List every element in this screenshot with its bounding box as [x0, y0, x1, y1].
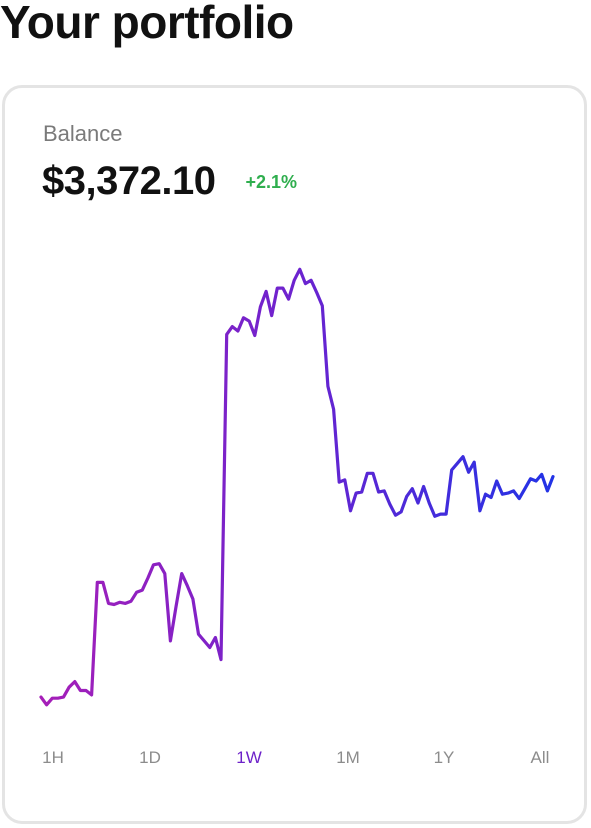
chart-series-group — [39, 267, 555, 707]
timeframe-selector: 1H 1D 1W 1M 1Y All — [5, 746, 585, 770]
portfolio-line-chart — [39, 267, 555, 707]
tab-1w[interactable]: 1W — [236, 748, 262, 767]
tab-1d[interactable]: 1D — [139, 748, 161, 767]
tab-all[interactable]: All — [530, 748, 550, 767]
balance-change-badge: +2.1% — [245, 172, 297, 192]
balance-row: $3,372.10 +2.1% — [42, 158, 297, 204]
tab-1h[interactable]: 1H — [42, 748, 64, 767]
tab-1m[interactable]: 1M — [336, 748, 360, 767]
portfolio-value-line — [39, 267, 555, 707]
balance-label: Balance — [43, 121, 123, 146]
tab-1y[interactable]: 1Y — [433, 748, 455, 767]
portfolio-card: Balance $3,372.10 +2.1% 1H 1D 1W 1M 1Y A… — [2, 85, 587, 824]
page-title: Your portfolio — [0, 0, 294, 48]
balance-value: $3,372.10 — [42, 159, 216, 203]
